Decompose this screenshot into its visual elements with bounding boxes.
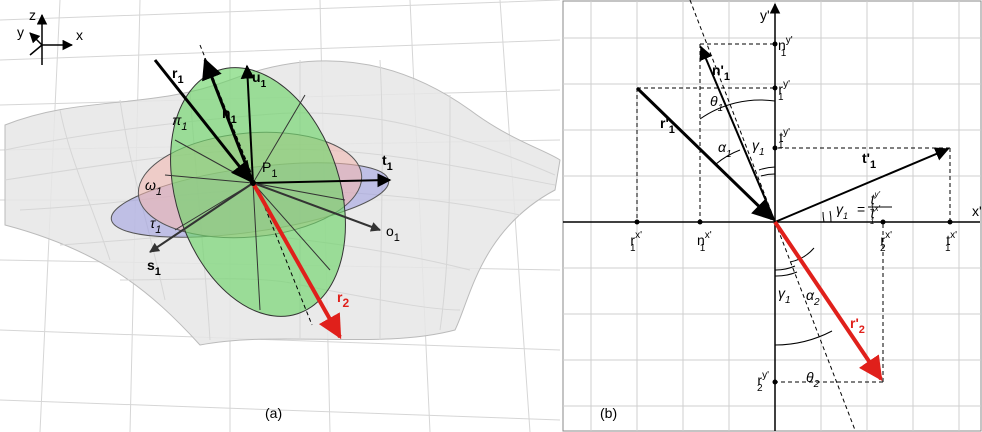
label-sub: 1 [718,103,724,114]
label-base: P [262,159,271,175]
label-sub: 1 [669,124,675,136]
label-sub: 1 [759,147,765,158]
axis-z: z [29,7,36,23]
label-sup: x' [873,204,880,213]
label-base: u [252,69,261,85]
label-sub: 2 [757,383,763,394]
label-base: s [147,257,155,273]
label-sub: 1 [870,217,874,226]
label-base: r' [850,315,859,331]
label-base: t' [862,150,870,166]
label-sub: 1 [843,211,848,221]
label-sub: 1 [726,149,732,160]
figure: z y x (a) (b) y' x' r1n1u1π1P1t1ω1τ1o1s1… [0,0,982,432]
label-sub: 2 [342,296,349,310]
label-base: n [222,105,231,121]
label-sub: 1 [394,232,400,244]
caption-b: (b) [600,405,617,421]
caption-a: (a) [265,405,282,421]
label-sup: x' [885,230,892,241]
axis-y: y [17,24,24,40]
label-sub: 2 [859,324,865,336]
label-sub: 1 [945,243,951,254]
label-sub: 1 [181,121,187,133]
formula-eq: = [857,201,865,217]
label-sup: y' [762,370,769,381]
label-sub: 1 [155,224,161,236]
label-sup: y' [783,127,790,138]
label-sub: 2 [880,243,886,254]
label-sub: 1 [387,161,393,173]
label-sub: 1 [231,114,237,126]
label-base: ω [145,177,156,193]
axis-y-label: y' [760,7,770,23]
axis-x-label: x' [972,203,982,219]
axis-x: x [76,27,83,43]
label-base: r' [660,115,669,131]
label-sub: 1 [781,48,787,59]
label-base: o [386,223,394,239]
label-sub: 1 [785,295,791,306]
label-sup: x' [705,230,712,241]
label-sup: x' [635,230,642,241]
label-sub: 2 [813,297,820,308]
label-sub: 1 [870,159,876,171]
label-sup: y' [783,79,790,90]
point-p1 [250,180,256,186]
label-sub: 1 [261,79,267,90]
label-sub: 1 [155,266,161,278]
label-sub: 1 [630,243,636,254]
label-sub: 1 [778,140,784,151]
label-sup: y' [873,190,880,199]
label-sub: 1 [724,71,730,83]
label-sup: x' [950,230,957,241]
label-sup: y' [786,35,793,46]
label-sub: 1 [271,168,277,180]
label-sub: 1 [156,186,162,198]
label-sub: 1 [177,74,183,86]
label-sub: 2 [813,379,820,390]
label-sub: 1 [778,92,784,103]
label-sub: 1 [700,243,706,254]
label-base: n' [712,62,724,78]
